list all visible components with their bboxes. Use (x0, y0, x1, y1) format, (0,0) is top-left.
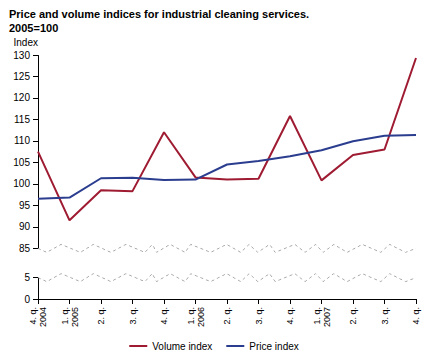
svg-text:2006: 2006 (196, 307, 206, 327)
svg-text:5: 5 (24, 272, 30, 283)
svg-text:2. q.: 2. q. (222, 307, 232, 325)
svg-text:90: 90 (19, 221, 31, 232)
svg-text:110: 110 (14, 135, 30, 146)
svg-text:3. q.: 3. q. (254, 307, 264, 325)
svg-text:85: 85 (19, 243, 31, 254)
svg-text:Price index: Price index (249, 341, 298, 352)
svg-text:3. q.: 3. q. (380, 307, 390, 325)
svg-text:4. q.: 4. q. (159, 307, 169, 325)
svg-text:2005: 2005 (70, 307, 80, 327)
svg-text:100: 100 (13, 178, 30, 189)
svg-text:Volume index: Volume index (152, 341, 212, 352)
svg-text:2005=100: 2005=100 (9, 22, 58, 34)
svg-text:105: 105 (13, 157, 30, 168)
svg-text:1. q.: 1. q. (60, 307, 70, 325)
svg-text:1. q.: 1. q. (186, 307, 196, 325)
svg-text:2007: 2007 (322, 307, 332, 327)
svg-text:Price and volume indices for i: Price and volume indices for industrial … (9, 8, 309, 20)
svg-text:4. q.: 4. q. (285, 307, 295, 325)
svg-text:130: 130 (13, 50, 30, 61)
svg-text:Index: Index (14, 37, 38, 48)
svg-text:3. q.: 3. q. (128, 307, 138, 325)
svg-text:1. q.: 1. q. (312, 307, 322, 325)
svg-text:2. q.: 2. q. (348, 307, 358, 325)
svg-text:95: 95 (19, 200, 31, 211)
svg-text:2. q.: 2. q. (96, 307, 106, 325)
svg-text:2004: 2004 (38, 307, 48, 327)
svg-text:125: 125 (13, 71, 30, 82)
svg-text:0: 0 (24, 294, 30, 305)
svg-text:4. q.: 4. q. (28, 307, 38, 325)
svg-text:115: 115 (14, 114, 30, 125)
svg-text:4. q.: 4. q. (411, 307, 421, 325)
svg-text:120: 120 (13, 92, 30, 103)
